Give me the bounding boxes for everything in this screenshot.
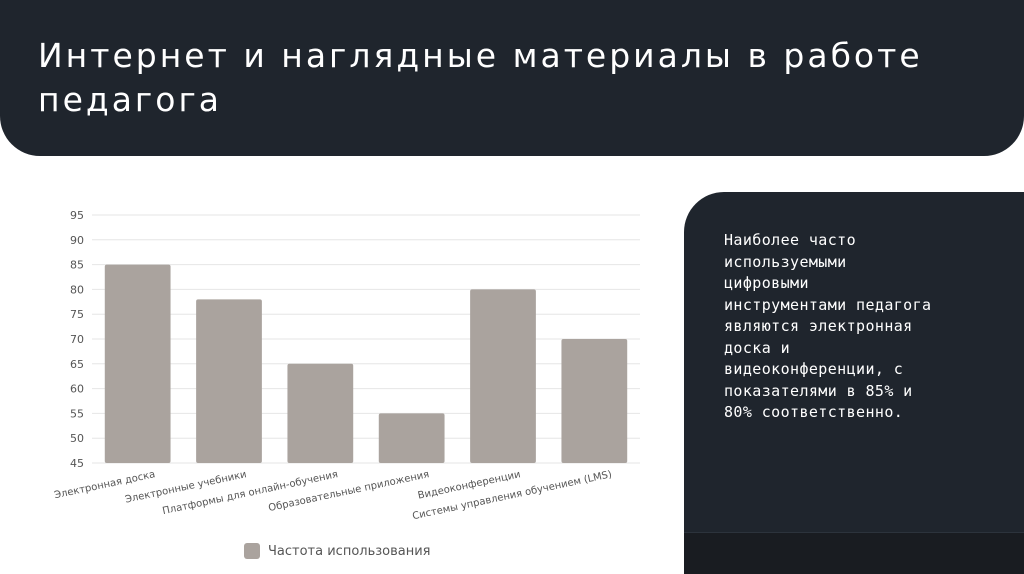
title-bar: Интернет и наглядные материалы в работе … (0, 0, 1024, 156)
chart-legend: Частота использования (244, 541, 431, 561)
y-tick-label: 60 (70, 383, 84, 396)
y-tick-label: 65 (70, 358, 84, 371)
y-tick-label: 95 (70, 209, 84, 222)
bar-chart: 95 90 85 80 75 70 65 60 55 50 45 Электронная доска Э… (0, 190, 684, 574)
bar (561, 339, 628, 463)
side-panel: Наиболее часто используемыми цифровыми и… (684, 192, 1024, 574)
y-tick-label: 50 (70, 432, 84, 445)
bar (196, 299, 262, 463)
y-tick-label: 90 (70, 234, 84, 247)
y-tick-label: 80 (70, 283, 84, 296)
y-tick-label: 55 (70, 407, 84, 420)
slide-title: Интернет и наглядные материалы в работе … (38, 36, 923, 119)
x-tick-label: Образовательные приложения (267, 469, 430, 514)
y-tick-label: 45 (70, 457, 84, 470)
y-tick-label: 75 (70, 308, 84, 321)
y-tick-label: 70 (70, 333, 84, 346)
legend-swatch (244, 543, 260, 559)
bar (470, 289, 536, 463)
bar (104, 264, 171, 463)
bar (378, 413, 445, 463)
side-panel-text: Наиболее часто используемыми цифровыми и… (724, 231, 932, 421)
side-panel-footer (684, 532, 1024, 574)
bar (287, 363, 354, 463)
y-tick-label: 85 (70, 259, 84, 272)
legend-label: Частота использования (268, 543, 431, 559)
